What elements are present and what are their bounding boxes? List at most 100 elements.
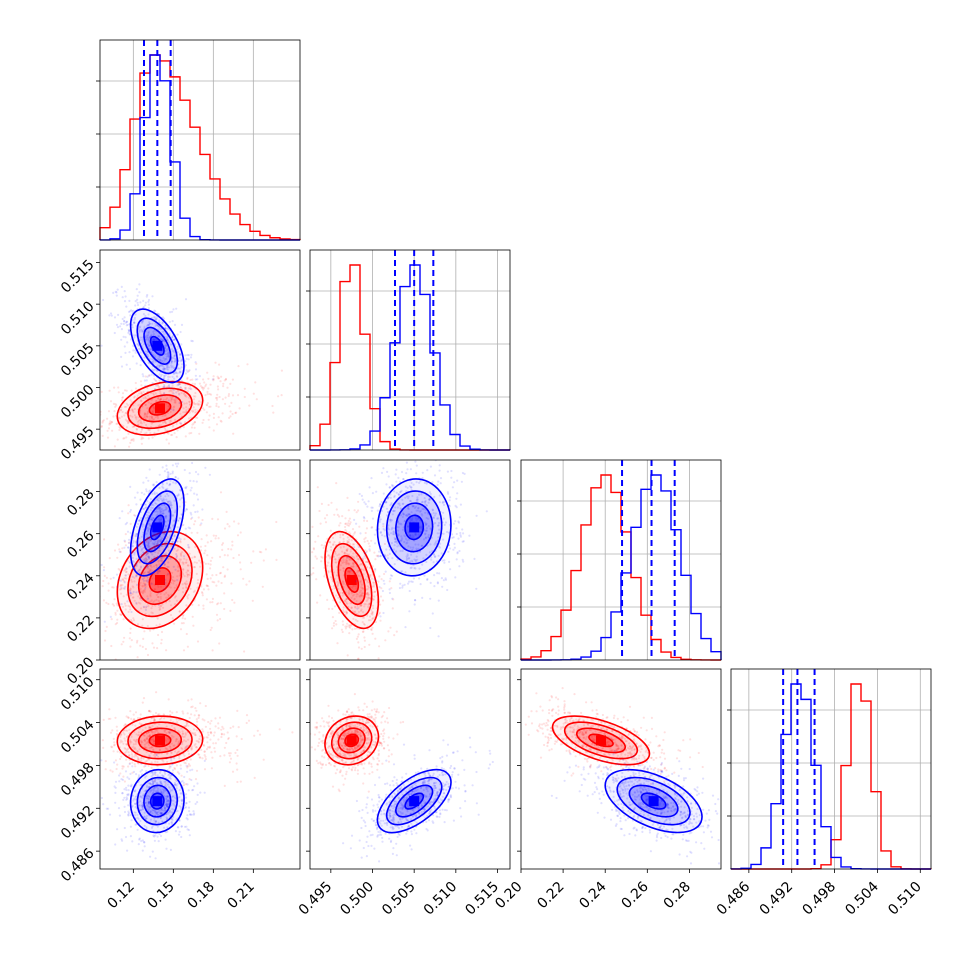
blue-point [172,389,175,392]
red-point [354,584,357,588]
red-point [123,780,126,783]
blue-point [142,546,145,549]
red-point [130,400,133,403]
blue-point [145,295,148,298]
red-point [143,413,147,416]
red-point [116,618,119,621]
red-point [243,650,246,653]
blue-point [403,540,406,544]
red-point [132,619,136,622]
red-point [209,628,212,632]
red-point [163,414,166,417]
blue-point [150,506,153,509]
red-point [121,578,124,581]
blue-point [166,475,169,478]
red-point [175,554,178,557]
blue-point [159,834,163,838]
blue-point [436,581,439,584]
red-point [329,557,332,560]
red-point [217,377,220,380]
red-point [362,568,365,572]
blue-point [433,554,436,557]
blue-point [168,386,171,389]
red-point [182,392,185,395]
red-point [343,599,346,602]
red-point [366,566,369,569]
blue-point [136,342,139,346]
blue-point [174,568,177,571]
red-point [132,596,135,599]
red-point [190,698,193,701]
red-point [175,375,178,378]
red-point [136,623,140,626]
red-point [351,543,355,546]
red-point [360,604,363,607]
red-point [185,586,188,589]
red-point [184,421,187,424]
blue-point [431,508,434,511]
red-point [147,709,151,713]
red-point [317,535,320,538]
red-point [141,701,144,704]
blue-peak-bin [409,522,420,533]
blue-point [147,542,150,545]
blue-point [164,488,168,491]
red-point [106,436,110,439]
red-point [358,525,361,528]
blue-point [147,557,150,560]
red-point [248,580,251,583]
red-point [353,556,356,560]
red-point [153,377,156,380]
blue-point [161,394,164,397]
red-point [144,412,147,415]
red-point [172,406,175,409]
blue-point [172,392,175,395]
blue-point [406,539,409,542]
red-point [85,746,87,748]
red-point [157,549,160,552]
red-point [390,587,393,590]
blue-point [189,356,193,359]
red-point [197,516,200,519]
blue-point [173,351,176,354]
blue-point [115,294,118,297]
red-point [367,593,370,596]
red-point [192,401,195,404]
blue-point [404,571,407,574]
blue-point [180,379,183,382]
blue-point [379,531,382,535]
blue-point [396,506,399,509]
blue-point [153,338,156,341]
panel-frame [99,459,301,661]
blue-point [125,324,128,327]
red-point [140,607,143,610]
blue-point [152,517,155,520]
panel-1-0 [99,249,301,451]
red-point [111,729,114,732]
blue-point [388,591,391,595]
red-point [156,647,159,650]
blue-point [407,545,410,548]
blue-point [397,529,400,532]
blue-point [418,567,421,570]
red-point [356,557,359,561]
red-point [357,610,361,614]
blue-point [405,557,408,560]
blue-point [415,498,419,501]
red-point [188,546,191,549]
blue-point [436,483,439,486]
red-peak-bin [155,735,165,746]
red-point [219,755,222,758]
red-point [125,577,128,580]
blue-point [158,355,161,358]
red-peak-bin [155,575,165,585]
blue-point [170,386,173,389]
red-point [173,401,176,404]
blue-point [413,603,416,606]
blue-point [145,558,148,561]
blue-point [176,348,179,351]
red-point [178,560,181,563]
red-point [326,598,329,602]
blue-point [153,542,156,545]
red-point [334,552,337,555]
